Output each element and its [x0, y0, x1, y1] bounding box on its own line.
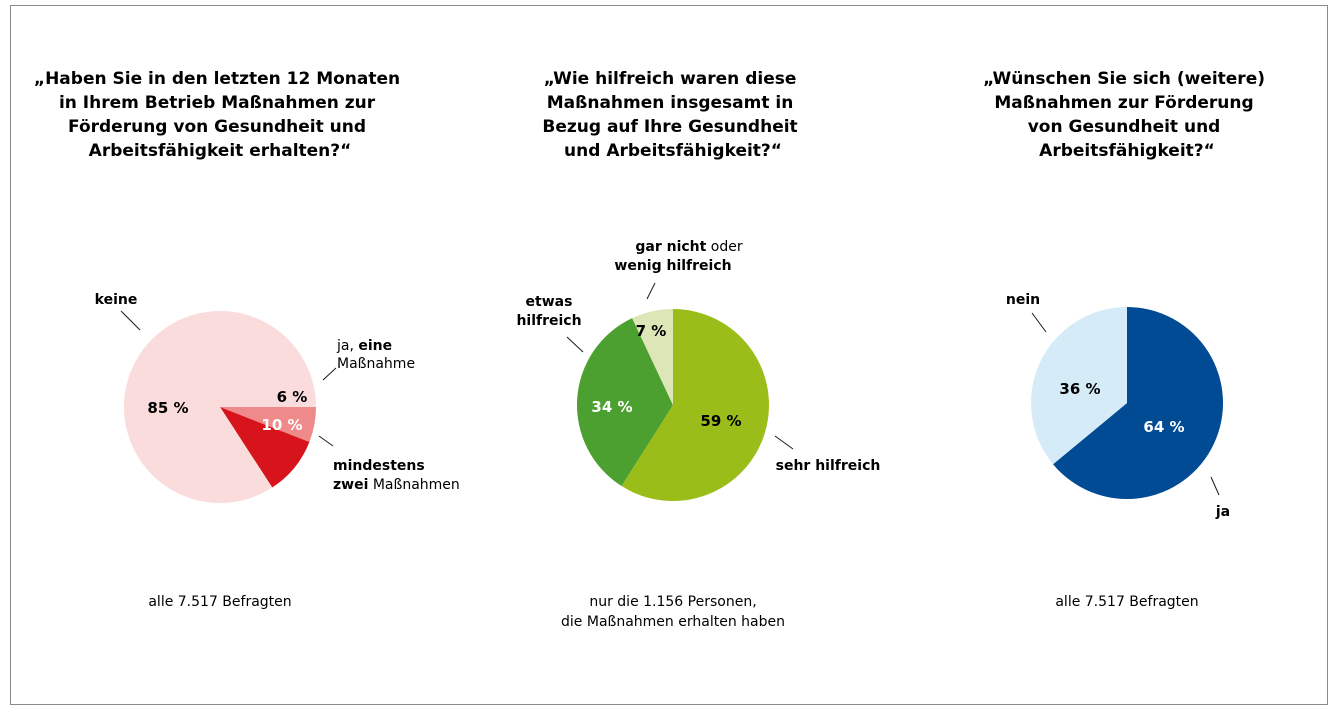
chart-2: „Wie hilfreich waren diese Maßnahmen ins… — [516, 69, 880, 630]
chart-2-title-line-4: und Arbeitsfähigkeit?“ — [564, 141, 782, 161]
leader-line-sehr — [774, 435, 794, 450]
label-zwei-part-1: zwei — [333, 477, 368, 493]
chart-1-note: alle 7.517 Befragten — [148, 594, 291, 610]
chart-2-note-line-2: die Maßnahmen erhalten haben — [561, 614, 785, 630]
slice-sehr-value-label: 59 % — [700, 412, 741, 430]
leader-line-nein — [1031, 312, 1047, 333]
chart-2-title-line-3: Bezug auf Ihre Gesundheit — [542, 117, 797, 137]
label-zwei-part-2: Maßnahmen — [368, 477, 459, 493]
label-zwei-line-2: zwei Maßnahmen — [333, 477, 460, 493]
slice-etwas-value-label: 34 % — [591, 398, 632, 416]
label-nein: nein — [1006, 292, 1040, 308]
chart-3-title-line-2: Maßnahmen zur Förderung — [994, 93, 1253, 113]
chart-1: „Haben Sie in den letzten 12 Monaten in … — [34, 69, 460, 610]
slice-ja-value-label: 64 % — [1143, 418, 1184, 436]
chart-3-title-line-3: von Gesundheit und — [1028, 117, 1221, 137]
chart-2-pie — [577, 309, 769, 502]
pie-slice-nein — [1031, 307, 1127, 465]
label-ja-eine-part-2: eine — [358, 338, 392, 354]
pie-slice-sehr-hilfreich — [621, 309, 769, 502]
pie-slice-keine — [124, 310, 317, 503]
chart-3-title: „Wünschen Sie sich (weitere) Maßnahmen z… — [983, 69, 1271, 161]
chart-3: „Wünschen Sie sich (weitere) Maßnahmen z… — [983, 69, 1271, 610]
pie-charts-figure: „Haben Sie in den letzten 12 Monaten in … — [34, 69, 1271, 630]
chart-3-title-line-4: Arbeitsfähigkeit?“ — [1039, 141, 1215, 161]
label-gar-line-1: gar nicht oder — [635, 239, 743, 255]
chart-1-title: „Haben Sie in den letzten 12 Monaten in … — [34, 69, 406, 161]
label-gar-part-2: oder — [706, 239, 743, 255]
label-keine: keine — [95, 292, 138, 308]
pie-slice-gar-nicht-oder-wenig-hilfreich — [632, 309, 673, 405]
chart-2-title-line-1: „Wie hilfreich waren diese — [544, 69, 797, 89]
chart-2-title-line-2: Maßnahmen insgesamt in — [547, 93, 794, 113]
chart-1-title-line-2: in Ihrem Betrieb Maßnahmen zur — [59, 93, 376, 113]
leader-line-zwei — [318, 435, 334, 447]
leader-line-etwas — [566, 336, 584, 353]
label-gar-line-2: wenig hilfreich — [614, 258, 731, 274]
chart-3-title-line-1: „Wünschen Sie sich (weitere) — [983, 69, 1265, 89]
chart-2-title: „Wie hilfreich waren diese Maßnahmen ins… — [542, 69, 803, 161]
leader-line-keine — [120, 310, 141, 331]
slice-eine-value-label: 6 % — [277, 388, 308, 406]
leader-line-eine — [322, 367, 337, 381]
pie-slice-mindestens-zwei-ma-nahmen — [220, 407, 310, 488]
label-ja-eine-part-1: ja, — [336, 338, 358, 354]
slice-gar-value-label: 7 % — [636, 322, 667, 340]
pie-slice-etwas-hilfreich — [577, 318, 673, 487]
chart-1-title-line-4: Arbeitsfähigkeit erhalten?“ — [89, 141, 352, 161]
label-ja-eine-line-2: Maßnahme — [337, 356, 415, 372]
label-etwas-line-2: hilfreich — [516, 313, 581, 329]
label-gar-part-1: gar nicht — [635, 239, 706, 255]
leader-line-ja — [1210, 476, 1220, 496]
slice-zwei-value-label: 10 % — [261, 416, 302, 434]
chart-3-pie — [1031, 307, 1224, 499]
chart-1-title-line-3: Förderung von Gesundheit und — [68, 117, 366, 137]
chart-2-note-line-1: nur die 1.156 Personen, — [589, 594, 756, 610]
leader-line-gar — [646, 282, 656, 300]
pie-slice-ja — [1053, 307, 1224, 499]
label-ja-eine-line-1: ja, eine — [336, 338, 392, 354]
pie-slice-ja-eine-ma-nahme — [220, 407, 317, 443]
chart-3-note: alle 7.517 Befragten — [1055, 594, 1198, 610]
label-ja: ja — [1215, 504, 1230, 520]
chart-1-title-line-1: „Haben Sie in den letzten 12 Monaten — [34, 69, 400, 89]
slice-nein-value-label: 36 % — [1059, 380, 1100, 398]
chart-1-pie — [124, 310, 317, 503]
label-sehr: sehr hilfreich — [776, 458, 881, 474]
label-zwei-line-1: mindestens — [333, 458, 425, 474]
slice-keine-value-label: 85 % — [147, 399, 188, 417]
label-etwas-line-1: etwas — [526, 294, 573, 310]
